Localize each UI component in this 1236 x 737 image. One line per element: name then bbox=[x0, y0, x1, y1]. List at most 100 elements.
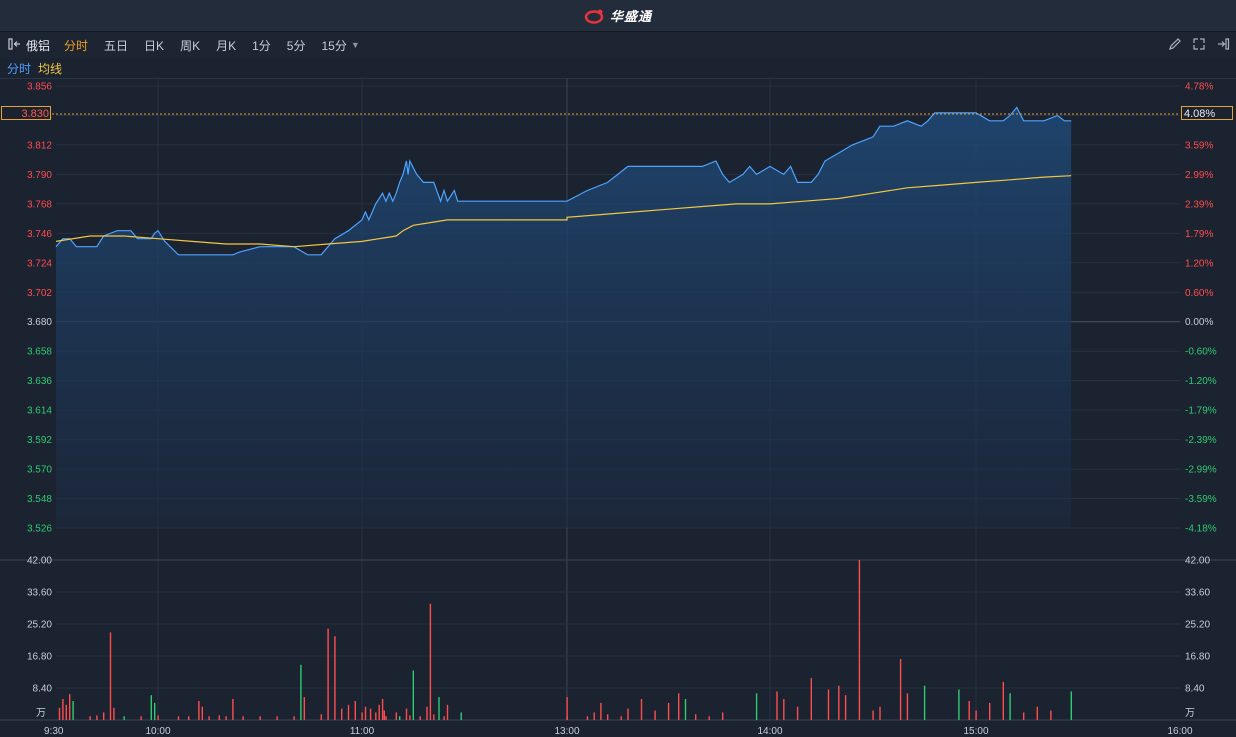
volume-bar bbox=[923, 685, 926, 720]
volume-bar bbox=[276, 716, 278, 720]
vol-unit-label-right: 万 bbox=[1185, 708, 1195, 719]
chevron-down-icon[interactable]: ▼ bbox=[350, 40, 360, 50]
volume-bar bbox=[968, 701, 970, 720]
volume-bar bbox=[443, 716, 445, 720]
volume-bar bbox=[177, 716, 180, 720]
volume-bar bbox=[958, 689, 960, 720]
volume-bar bbox=[375, 712, 377, 720]
volume-bar bbox=[1002, 681, 1004, 720]
pct-tick-label: 2.99% bbox=[1185, 170, 1213, 181]
pct-tick-label: -2.99% bbox=[1185, 465, 1217, 476]
volume-bar bbox=[395, 712, 397, 720]
app-logo: 华盛通 bbox=[584, 6, 652, 25]
volume-bar bbox=[684, 699, 687, 720]
collapse-icon[interactable] bbox=[0, 37, 24, 53]
volume-bar bbox=[399, 716, 401, 720]
volume-bar bbox=[566, 697, 568, 720]
tab-monthly-k[interactable]: 月K bbox=[216, 38, 237, 53]
volume-bar bbox=[334, 636, 336, 720]
volume-bar bbox=[218, 715, 220, 720]
volume-bar bbox=[708, 716, 710, 720]
volume-bar bbox=[89, 716, 91, 720]
tab-intraday[interactable]: 分时 bbox=[64, 38, 89, 53]
time-tick-label: 9:30 bbox=[44, 726, 64, 737]
volume-bar bbox=[198, 701, 200, 720]
volume-bar bbox=[361, 712, 363, 720]
cursor-percent-label: 4.08% bbox=[1181, 106, 1233, 120]
volume-bar bbox=[259, 716, 261, 720]
price-tick-label: 3.746 bbox=[27, 229, 52, 240]
volume-bar bbox=[722, 712, 724, 720]
volume-bar bbox=[827, 689, 830, 720]
volume-bar bbox=[364, 706, 367, 720]
volume-bar bbox=[810, 678, 812, 720]
price-tick-label: 3.680 bbox=[27, 317, 52, 328]
volume-bar bbox=[150, 695, 152, 720]
average-line bbox=[55, 175, 1072, 248]
volume-bar bbox=[1009, 693, 1011, 720]
volume-bar bbox=[678, 693, 680, 720]
period-toolbar: 俄铝 分时 五日 日K 周K 月K 1分 5分 15分 ▼ bbox=[0, 32, 1236, 58]
volume-bar bbox=[667, 702, 670, 720]
volume-bar bbox=[327, 628, 329, 720]
tab-daily-k[interactable]: 日K bbox=[144, 38, 165, 53]
tab-5-min[interactable]: 5分 bbox=[286, 38, 306, 53]
volume-bar bbox=[96, 715, 98, 720]
volume-bar bbox=[906, 693, 909, 720]
logo-icon bbox=[584, 9, 604, 24]
volume-bar bbox=[58, 707, 61, 720]
volume-bar bbox=[385, 716, 387, 720]
volume-bar bbox=[989, 702, 991, 720]
volume-bar bbox=[872, 710, 874, 720]
price-tick-label: 3.812 bbox=[27, 140, 52, 151]
vol-tick-label: 42.00 bbox=[27, 556, 52, 567]
volume-bar bbox=[879, 706, 881, 720]
volume-bar bbox=[369, 708, 372, 720]
tab-five-day[interactable]: 五日 bbox=[104, 38, 129, 53]
volume-bar bbox=[381, 699, 384, 720]
price-tick-label: 3.592 bbox=[27, 435, 52, 446]
expand-icon[interactable] bbox=[1192, 37, 1206, 54]
exit-panel-icon[interactable] bbox=[1216, 37, 1230, 54]
pencil-icon[interactable] bbox=[1168, 37, 1182, 54]
vol-tick-label-right: 25.20 bbox=[1185, 620, 1210, 631]
tab-1-min[interactable]: 1分 bbox=[252, 38, 271, 53]
vol-tick-label-right: 33.60 bbox=[1185, 588, 1210, 599]
volume-bar bbox=[242, 716, 244, 720]
pct-tick-label: -0.60% bbox=[1185, 347, 1217, 358]
pct-tick-label: -2.39% bbox=[1185, 435, 1217, 446]
volume-bar bbox=[586, 716, 589, 720]
price-tick-label: 3.768 bbox=[27, 199, 52, 210]
volume-bar bbox=[405, 708, 408, 720]
chart-legend: 分时 均线 bbox=[0, 59, 1236, 79]
volume-bar bbox=[232, 699, 234, 720]
volume-bar bbox=[62, 699, 64, 720]
volume-bar bbox=[140, 716, 142, 720]
pct-tick-label: 1.20% bbox=[1185, 258, 1213, 269]
volume-bar bbox=[109, 632, 112, 720]
pct-tick-label: 4.78% bbox=[1185, 82, 1213, 93]
vol-tick-label-right: 42.00 bbox=[1185, 556, 1210, 567]
price-tick-label: 3.570 bbox=[27, 465, 52, 476]
pct-tick-label: 0.60% bbox=[1185, 288, 1213, 299]
tab-weekly-k[interactable]: 周K bbox=[180, 38, 201, 53]
brand-name: 华盛通 bbox=[609, 9, 652, 24]
volume-bar bbox=[225, 716, 227, 720]
price-tick-label: 3.724 bbox=[27, 258, 52, 269]
volume-bar bbox=[378, 704, 380, 720]
tab-15-min[interactable]: 15分 bbox=[321, 38, 347, 53]
title-bar: 华盛通 bbox=[0, 0, 1236, 32]
price-tick-label: 3.790 bbox=[27, 170, 52, 181]
volume-bar bbox=[607, 714, 609, 720]
time-tick-label: 13:00 bbox=[554, 726, 579, 737]
volume-bar bbox=[201, 706, 203, 720]
volume-bar bbox=[600, 702, 602, 720]
volume-bar bbox=[419, 716, 421, 720]
volume-bar bbox=[103, 712, 105, 720]
volume-bar bbox=[438, 697, 440, 720]
pct-tick-label: 1.79% bbox=[1185, 229, 1213, 240]
time-tick-label: 11:00 bbox=[350, 726, 375, 737]
volume-bar bbox=[627, 708, 629, 720]
pct-tick-label: 0.00% bbox=[1185, 317, 1213, 328]
